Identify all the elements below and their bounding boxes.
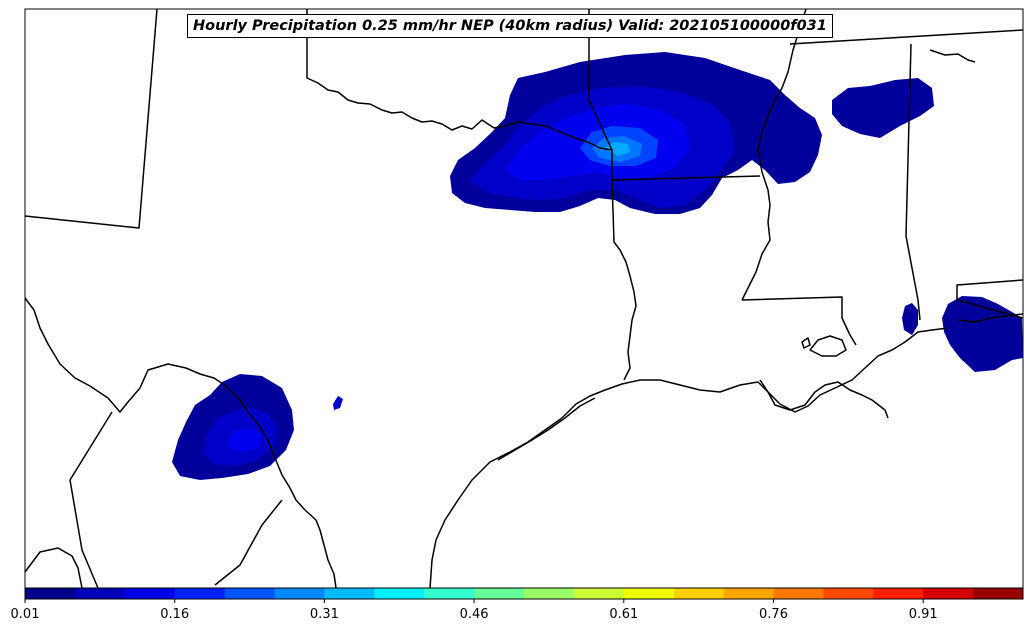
colorbar-segment <box>524 588 575 599</box>
boundary-mexico-states <box>69 411 113 589</box>
shade-west-tx-small <box>333 396 343 410</box>
colorbar-segment <box>873 588 924 599</box>
boundary-nm-co <box>24 8 158 229</box>
colorbar-segment <box>623 588 675 599</box>
map-boundaries <box>24 8 1024 589</box>
shade-coast-1 <box>902 303 918 335</box>
colorbar-tick-label: 0.61 <box>609 607 639 622</box>
colorbar-segment <box>274 588 325 599</box>
boundary-al-fl <box>956 279 1024 300</box>
coastline-la-marsh <box>759 379 889 419</box>
shade-coast-2 <box>942 296 1023 372</box>
boundary-tn-north <box>789 29 1024 45</box>
boundary-ms-al <box>905 43 921 321</box>
colorbar-segment <box>174 588 226 599</box>
boundary-ok-ks <box>588 9 613 180</box>
coastline-lake-pontchartrain <box>809 335 847 357</box>
colorbar-segment <box>973 588 1024 599</box>
boundary-mexico-south <box>214 499 283 586</box>
boundary-ar-la <box>611 175 761 181</box>
colorbar-ticks <box>24 599 924 603</box>
coastline-texas <box>429 327 949 589</box>
colorbar-segment <box>224 588 275 599</box>
colorbar-segment <box>823 588 874 599</box>
boundary-tx-ok-red-river <box>306 9 613 151</box>
map-title: Hourly Precipitation 0.25 mm/hr NEP (40k… <box>187 14 833 38</box>
colorbar-segment <box>324 588 375 599</box>
colorbar-tick-label: 0.91 <box>908 607 938 622</box>
colorbar-frame <box>24 587 1024 600</box>
colorbar-tick-label: 0.01 <box>10 607 40 622</box>
colorbar-segment <box>573 588 625 599</box>
shade-ms-al <box>832 78 934 138</box>
colorbar-segment <box>673 588 725 599</box>
colorbar-segment <box>25 588 76 599</box>
boundary-la-ms-south <box>741 296 857 346</box>
shade-ok-ar-small <box>636 76 652 84</box>
colorbar-tick-label: 0.76 <box>759 607 788 622</box>
colorbar-tick-label: 0.46 <box>459 607 489 622</box>
colorbar-segment <box>723 588 774 599</box>
colorbar-segment <box>74 588 126 599</box>
colorbar-segment <box>773 588 824 599</box>
colorbar-segment <box>424 588 475 599</box>
boundary-mexico-sw <box>24 547 83 589</box>
boundary-mississippi-river <box>741 8 807 301</box>
probability-shading <box>172 52 1023 480</box>
boundary-tx-la <box>611 179 637 381</box>
coastline-fl-panhandle <box>957 313 1024 323</box>
shade-west-tx-3 <box>228 428 262 452</box>
colorbar-segment <box>474 588 525 599</box>
colorbar-segment <box>124 588 176 599</box>
colorbar-tick-label: 0.16 <box>160 607 190 622</box>
boundary-tenn-river <box>929 49 976 63</box>
boundary-tx-mexico <box>24 297 337 589</box>
coastline-small-lake <box>801 337 811 349</box>
colorbar-segment <box>374 588 425 599</box>
colorbar-segment <box>923 588 974 599</box>
coastline-tx-barrier <box>497 397 596 461</box>
colorbar <box>25 588 1024 599</box>
colorbar-tick-label: 0.31 <box>309 607 339 622</box>
